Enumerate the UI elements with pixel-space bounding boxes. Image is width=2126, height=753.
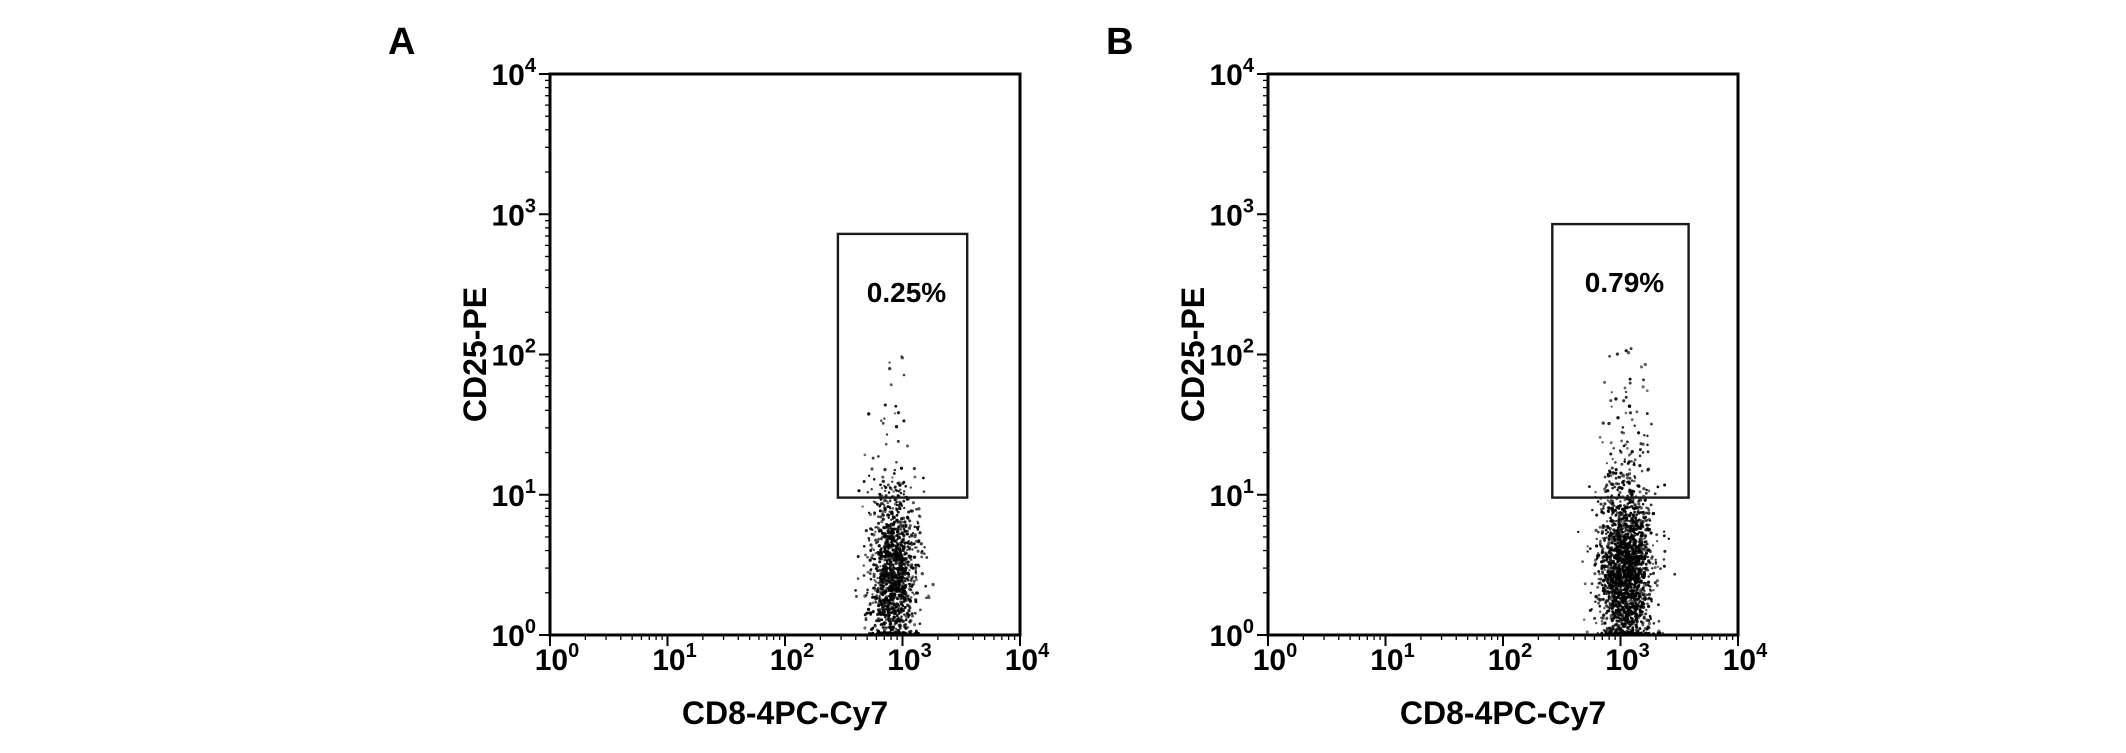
x-tick-label: 103	[1605, 640, 1650, 677]
panel-b: B 100 101 102 103 104 100 101 102 103 104 CD8-4PC-C…	[1098, 8, 1798, 748]
x-tick-label: 100	[535, 640, 580, 677]
y-axis-label: CD25-PE	[457, 287, 493, 422]
plot-frame	[548, 72, 1022, 637]
plot-frame	[1266, 72, 1740, 637]
gate-percentage: 0.79%	[1585, 267, 1664, 298]
axis-ticks	[1257, 73, 1739, 646]
flow-plot-b: B 100 101 102 103 104 100 101 102 103 104 CD8-4PC-C…	[1106, 21, 1768, 731]
y-tick-label: 103	[492, 195, 537, 232]
y-tick-label: 101	[492, 476, 537, 513]
y-tick-label: 102	[492, 336, 537, 373]
y-axis-label: CD25-PE	[1175, 287, 1211, 422]
x-tick-label: 102	[770, 640, 815, 677]
gate-rect	[836, 232, 969, 499]
scatter-points	[1577, 347, 1677, 637]
y-tick-label: 104	[1210, 55, 1255, 92]
x-tick-label: 101	[1370, 640, 1415, 677]
x-tick-label: 101	[652, 640, 697, 677]
gate-rect	[1551, 222, 1690, 499]
x-axis-label: CD8-4PC-Cy7	[682, 695, 888, 731]
y-tick-label: 104	[492, 55, 537, 92]
x-tick-label: 104	[1005, 640, 1050, 677]
panel-label: A	[388, 21, 415, 63]
x-tick-label: 103	[887, 640, 932, 677]
y-tick-label: 100	[492, 616, 537, 653]
scatter-points	[854, 355, 935, 637]
y-tick-label: 103	[1210, 195, 1255, 232]
panel-label: B	[1106, 21, 1133, 63]
x-tick-label: 104	[1723, 640, 1768, 677]
x-tick-label: 100	[1253, 640, 1298, 677]
x-tick-label: 102	[1488, 640, 1533, 677]
flow-plot-a: A 100 101 102 103 104 100 101 102 103 104 CD8-4PC-C…	[388, 21, 1050, 731]
x-axis-label: CD8-4PC-Cy7	[1400, 695, 1606, 731]
gate-percentage: 0.25%	[867, 277, 946, 308]
panel-a: A 100 101 102 103 104 100 101 102 103 104 CD8-4PC-C…	[380, 8, 1080, 748]
y-tick-label: 100	[1210, 616, 1255, 653]
y-tick-label: 102	[1210, 336, 1255, 373]
y-tick-label: 101	[1210, 476, 1255, 513]
axis-ticks	[539, 73, 1021, 646]
